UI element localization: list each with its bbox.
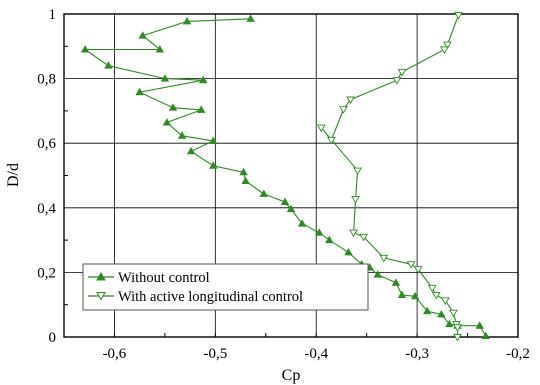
data-point: [353, 167, 362, 176]
data-point: [168, 103, 178, 111]
y-tick-label: 0: [49, 330, 57, 346]
data-point: [104, 61, 113, 69]
legend-label-0: Without control: [118, 270, 210, 286]
legend-marker-1: [96, 292, 106, 301]
data-point: [437, 309, 446, 318]
data-point: [339, 106, 348, 114]
series-1: [316, 11, 463, 342]
data-point: [197, 105, 206, 113]
y-tick-label: 0,6: [37, 136, 56, 152]
data-point: [186, 146, 196, 155]
data-point: [209, 136, 218, 144]
data-point: [315, 228, 324, 236]
data-point: [406, 261, 416, 269]
legend-label-1: With active longitudinal control: [118, 289, 303, 305]
data-point: [81, 45, 90, 53]
data-point: [379, 254, 389, 263]
data-point: [427, 284, 437, 293]
data-point: [280, 197, 290, 205]
data-point: [397, 69, 407, 77]
data-point: [209, 161, 218, 169]
data-point: [392, 77, 402, 85]
data-point: [410, 291, 420, 300]
y-tick-label: 0,2: [37, 265, 56, 281]
y-axis-label: D/d: [5, 163, 22, 187]
legend-marker-0: [96, 271, 106, 281]
data-point: [241, 176, 250, 184]
data-point: [413, 266, 423, 274]
data-point: [138, 31, 147, 39]
data-point: [391, 278, 401, 286]
data-point: [442, 41, 452, 50]
data-point: [449, 309, 458, 318]
data-point: [160, 74, 170, 82]
data-point: [199, 75, 208, 84]
data-point: [453, 324, 462, 332]
data-point: [454, 11, 463, 20]
x-axis-label: Cp: [282, 367, 301, 384]
data-point: [397, 290, 407, 299]
y-tick-label: 0,4: [37, 201, 56, 217]
legend-box: [82, 263, 369, 311]
data-point: [135, 87, 144, 96]
x-tick-label: -0,6: [103, 346, 127, 362]
data-point: [177, 131, 187, 139]
data-point: [349, 229, 358, 238]
data-point: [182, 17, 192, 25]
data-point: [346, 96, 355, 105]
data-point: [445, 319, 454, 328]
data-point: [423, 306, 432, 315]
x-tick-label: -0,3: [405, 346, 429, 362]
y-tick-label: 1: [49, 7, 57, 23]
data-point: [162, 118, 172, 126]
data-point: [481, 331, 490, 340]
x-tick-label: -0,2: [506, 346, 530, 362]
data-point: [297, 219, 307, 227]
data-point: [316, 124, 326, 133]
axis-ticks: -0,6 -0,5 -0,4 -0,3 -0,2 0 0,2 0,4 0,6 0,8 1: [37, 7, 530, 362]
y-tick-label: 0,8: [37, 72, 56, 88]
data-point: [239, 167, 248, 176]
data-point: [440, 297, 450, 305]
data-point: [259, 189, 268, 197]
data-point: [351, 196, 360, 204]
data-point: [431, 291, 441, 300]
series-group: [81, 11, 490, 342]
x-tick-label: -0,5: [203, 346, 227, 362]
data-point: [439, 46, 449, 55]
legend: Without control With active longitudinal…: [82, 263, 369, 311]
data-point: [246, 14, 255, 22]
data-point: [325, 235, 334, 244]
data-point: [344, 247, 353, 256]
data-point: [359, 233, 369, 242]
data-point: [475, 321, 484, 329]
data-point: [453, 333, 462, 342]
x-tick-label: -0,4: [304, 346, 328, 362]
data-point: [286, 204, 296, 213]
data-point: [373, 270, 382, 278]
data-point: [326, 136, 336, 145]
data-point: [155, 45, 165, 53]
